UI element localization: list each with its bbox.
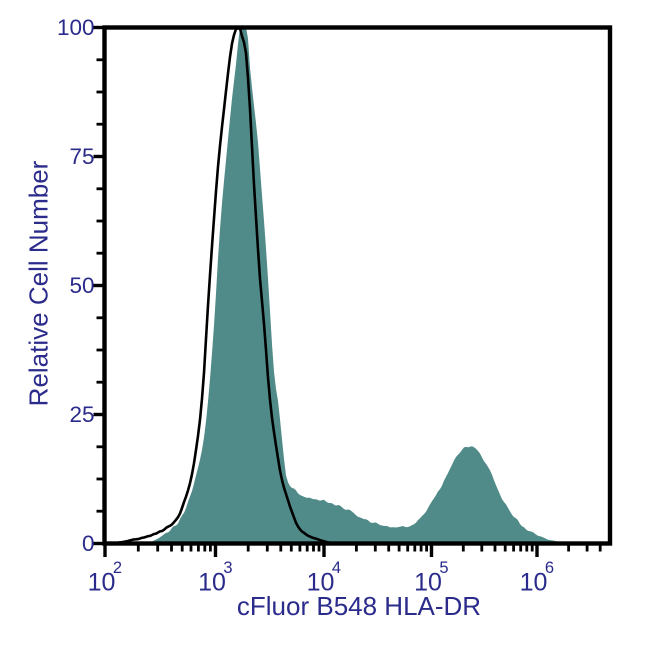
svg-text:75: 75 <box>69 144 94 169</box>
svg-text:0: 0 <box>82 531 95 556</box>
svg-text:50: 50 <box>69 273 94 298</box>
svg-text:Relative Cell Number: Relative Cell Number <box>24 160 54 406</box>
svg-text:100: 100 <box>57 15 95 40</box>
svg-text:10: 10 <box>307 569 335 597</box>
svg-text:cFluor B548 HLA-DR: cFluor B548 HLA-DR <box>237 591 481 621</box>
svg-text:10: 10 <box>520 569 548 597</box>
svg-text:10: 10 <box>198 569 226 597</box>
svg-text:25: 25 <box>69 402 94 427</box>
svg-text:4: 4 <box>332 559 341 577</box>
svg-text:10: 10 <box>88 569 116 597</box>
svg-text:3: 3 <box>223 559 232 577</box>
svg-text:2: 2 <box>113 559 122 577</box>
svg-text:6: 6 <box>545 559 554 577</box>
svg-text:10: 10 <box>414 569 442 597</box>
svg-text:5: 5 <box>439 559 448 577</box>
